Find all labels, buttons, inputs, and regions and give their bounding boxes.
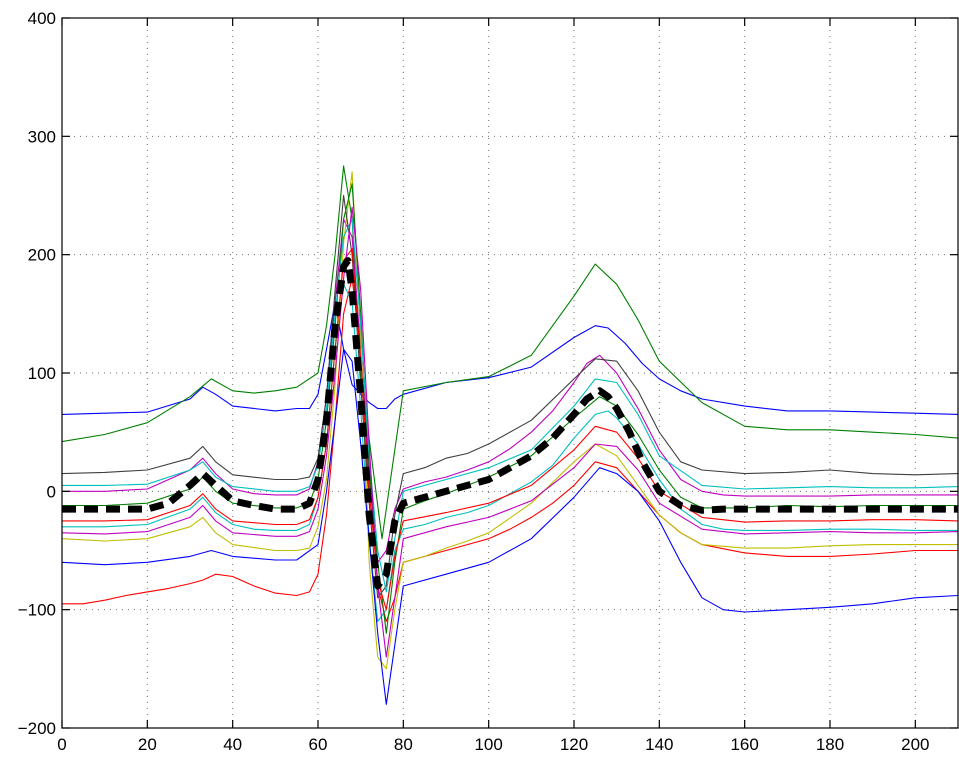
y-tick-label: 100 [28,364,56,383]
x-tick-label: 40 [223,735,242,754]
trace-line [61,348,959,705]
trace-line [62,248,959,611]
x-tick-label: 100 [474,735,502,754]
trace-line [61,171,958,670]
trace-line [62,218,958,563]
trace-line [61,194,959,599]
trace-line [62,283,958,623]
y-tick-label: 300 [28,127,56,146]
mean-trace-line [62,257,958,590]
x-tick-label: 80 [394,735,413,754]
trace-line [61,301,959,415]
x-tick-label: 140 [645,735,673,754]
trace-line [61,165,959,540]
series-layer [61,165,959,705]
plot-frame [61,17,959,729]
trace-line [62,183,958,634]
x-tick-label: 120 [560,735,588,754]
y-tick-label: 0 [47,482,56,501]
x-tick-label: 60 [309,735,328,754]
x-tick-label: 160 [730,735,758,754]
tick-layer: 0 20 40 60 80 100 120 140 160 180 200 −200 −100 0 100 2… [18,9,958,754]
grid-layer [62,18,958,728]
y-tick-label: 400 [28,9,56,28]
trace-line [61,206,959,658]
y-tick-label: 200 [28,246,56,265]
trace-line [62,277,958,623]
x-tick-label: 0 [57,735,66,754]
x-tick-label: 20 [138,735,157,754]
y-tick-label: −100 [18,601,56,620]
x-tick-label: 200 [901,735,929,754]
y-tick-label: −200 [18,719,56,738]
mean-layer [62,257,958,590]
x-tick-label: 180 [816,735,844,754]
trace-line [62,218,959,593]
